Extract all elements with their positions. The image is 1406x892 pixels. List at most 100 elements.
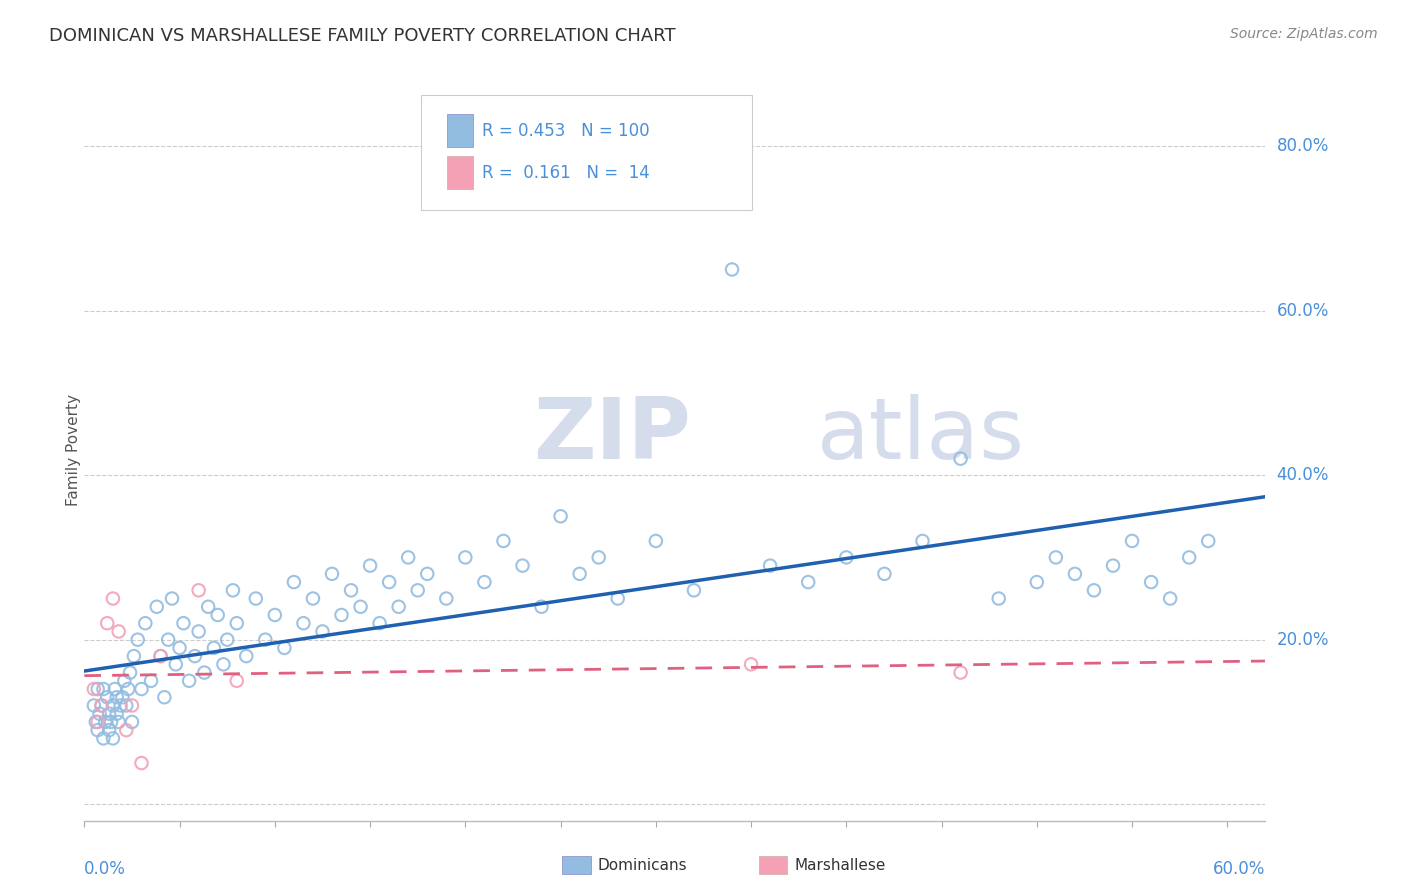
Point [1083,583,1105,598]
Point [225,616,247,631]
Point [311,624,333,639]
Point [949,665,972,680]
Point [759,558,782,573]
Point [1159,591,1181,606]
Point [1045,550,1067,565]
Point [101,698,124,713]
Point [740,657,762,672]
Point [197,599,219,614]
Point [101,591,124,606]
Point [120,665,142,680]
Point [349,599,371,614]
Point [105,706,128,721]
Point [416,566,439,581]
Point [378,575,401,590]
Text: DOMINICAN VS MARSHALLESE FAMILY POVERTY CORRELATION CHART: DOMINICAN VS MARSHALLESE FAMILY POVERTY … [49,27,676,45]
Point [1197,533,1219,548]
Point [588,550,610,565]
Point [157,632,180,647]
Point [153,690,176,705]
Point [263,607,285,622]
Point [217,632,239,647]
Point [568,566,591,581]
Text: 60.0%: 60.0% [1277,301,1329,319]
Point [202,640,225,655]
Point [1064,566,1087,581]
Point [911,533,934,548]
Point [184,649,207,664]
Point [340,583,363,598]
Text: 40.0%: 40.0% [1277,467,1329,484]
Text: Source: ZipAtlas.com: Source: ZipAtlas.com [1230,27,1378,41]
Point [172,616,194,631]
Point [225,673,247,688]
Point [683,583,706,598]
Point [90,698,112,713]
Point [187,624,209,639]
Text: R = 0.453   N = 100: R = 0.453 N = 100 [482,121,650,140]
Point [396,550,419,565]
Point [121,698,143,713]
Point [212,657,235,672]
Point [117,681,139,696]
Point [89,706,111,721]
Point [434,591,457,606]
Point [283,575,305,590]
Point [721,262,744,277]
Point [111,690,134,705]
Point [86,681,108,696]
Point [104,681,127,696]
FancyBboxPatch shape [447,156,472,189]
Point [406,583,429,598]
Point [368,616,391,631]
Point [131,681,153,696]
Point [96,616,118,631]
Point [454,550,477,565]
Point [474,575,496,590]
Point [93,681,115,696]
Point [169,640,191,655]
Text: R =  0.161   N =  14: R = 0.161 N = 14 [482,164,650,182]
Text: 80.0%: 80.0% [1277,137,1329,155]
Point [93,731,115,746]
Point [873,566,896,581]
Point [98,723,121,738]
Point [987,591,1010,606]
Point [1178,550,1201,565]
Point [84,714,107,729]
Point [107,624,129,639]
Point [160,591,183,606]
Text: ZIP: ZIP [533,394,690,477]
Point [115,698,138,713]
Point [139,673,162,688]
Text: 0.0%: 0.0% [84,860,127,878]
Text: Dominicans: Dominicans [598,858,688,872]
Point [98,706,121,721]
Point [330,607,353,622]
Point [235,649,257,664]
Point [131,756,153,770]
Point [321,566,343,581]
Point [96,690,118,705]
Point [949,451,972,466]
Point [149,649,172,664]
Point [94,714,117,729]
Point [530,599,553,614]
Point [835,550,858,565]
Point [1025,575,1047,590]
Text: 20.0%: 20.0% [1277,631,1329,648]
Point [302,591,325,606]
Point [492,533,515,548]
Point [122,649,145,664]
Point [149,649,172,664]
Point [101,731,124,746]
Text: Marshallese: Marshallese [794,858,886,872]
Point [245,591,267,606]
Point [359,558,381,573]
Point [292,616,315,631]
Point [644,533,666,548]
FancyBboxPatch shape [447,114,472,147]
Point [86,714,108,729]
Point [90,698,112,713]
Point [1140,575,1163,590]
